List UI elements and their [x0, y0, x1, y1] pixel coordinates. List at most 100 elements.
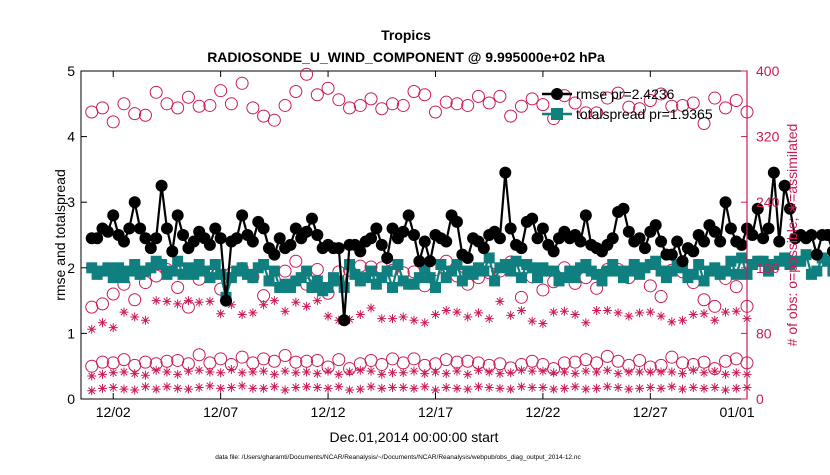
obs-assimilated-point	[345, 367, 355, 377]
obs-possible-point	[600, 349, 614, 363]
rmse-point	[547, 245, 560, 258]
obs-assimilated-point	[441, 369, 451, 379]
obs-assimilated-point	[173, 369, 183, 379]
obs-assimilated-point	[527, 383, 537, 393]
obs-assimilated-point	[559, 306, 569, 316]
obs-assimilated-point	[151, 384, 161, 394]
obs-possible-point	[461, 98, 475, 112]
rmse-point	[246, 235, 259, 248]
totalspread-point	[177, 268, 189, 280]
obs-assimilated-point	[527, 316, 537, 326]
rmse-point	[450, 215, 463, 228]
y-tick-label-left: 5	[67, 63, 75, 79]
rmse-point	[773, 235, 786, 248]
obs-possible-point	[375, 102, 389, 116]
obs-assimilated-point	[430, 310, 440, 320]
obs-assimilated-point	[205, 296, 215, 306]
y-tick-label-right: 80	[756, 325, 772, 341]
obs-possible-point	[708, 91, 722, 105]
rmse-point	[461, 251, 474, 264]
totalspread-point	[193, 259, 205, 271]
rmse-point	[757, 232, 770, 245]
rmse-point	[413, 255, 426, 268]
totalspread-point	[478, 265, 490, 277]
legend-totalspread-label: totalspread pr=1.9365	[576, 106, 713, 122]
obs-possible-point	[95, 297, 109, 311]
obs-assimilated-point	[237, 310, 247, 320]
obs-possible-point	[214, 352, 228, 366]
totalspread-point	[247, 272, 259, 284]
obs-assimilated-point	[259, 383, 269, 393]
totalspread-point	[526, 262, 538, 274]
obs-assimilated-point	[710, 383, 720, 393]
obs-assimilated-point	[312, 383, 322, 393]
legend-rmse-label: rmse pr=2.4236	[576, 86, 675, 102]
obs-possible-point	[514, 290, 528, 304]
obs-assimilated-point	[355, 384, 365, 394]
obs-assimilated-point	[484, 314, 494, 324]
obs-possible-point	[482, 96, 496, 110]
totalspread-point	[338, 281, 350, 293]
obs-assimilated-point	[506, 368, 516, 378]
obs-assimilated-point	[430, 367, 440, 377]
obs-possible-point	[192, 99, 206, 113]
obs-possible-point	[439, 95, 453, 109]
obs-possible-point	[117, 97, 131, 111]
totalspread-point	[268, 265, 280, 277]
obs-assimilated-point	[678, 315, 688, 325]
rmse-point	[477, 242, 490, 255]
y-axis-label-left: rmse and totalspread	[52, 169, 68, 301]
obs-assimilated-point	[699, 368, 709, 378]
rmse-point	[676, 255, 689, 268]
obs-possible-point	[171, 280, 185, 294]
totalspread-point	[548, 265, 560, 277]
obs-assimilated-point	[398, 383, 408, 393]
obs-possible-point	[611, 86, 625, 100]
totalspread-point	[209, 259, 221, 271]
obs-assimilated-point	[248, 367, 258, 377]
obs-assimilated-point	[699, 309, 709, 319]
obs-assimilated-point	[635, 383, 645, 393]
obs-possible-point	[493, 89, 507, 103]
rmse-point	[778, 179, 791, 192]
obs-assimilated-point	[613, 308, 623, 318]
rmse-point	[762, 222, 775, 235]
totalspread-point	[263, 275, 275, 287]
totalspread-point	[301, 265, 313, 277]
totalspread-point	[467, 268, 479, 280]
obs-assimilated-point	[721, 369, 731, 379]
obs-assimilated-point	[119, 307, 129, 317]
obs-possible-point	[418, 88, 432, 102]
obs-assimilated-point	[463, 384, 473, 394]
obs-assimilated-point	[216, 309, 226, 319]
totalspread-point	[311, 275, 323, 287]
rmse-point	[220, 294, 233, 307]
totalspread-point	[236, 262, 248, 274]
x-tick-label: 12/02	[96, 404, 131, 420]
totalspread-point	[284, 281, 296, 293]
obs-assimilated-point	[645, 307, 655, 317]
totalspread-point	[811, 265, 823, 277]
obs-possible-point	[257, 352, 271, 366]
obs-assimilated-point	[119, 367, 129, 377]
totalspread-point	[381, 265, 393, 277]
totalspread-point	[365, 265, 377, 277]
obs-assimilated-point	[366, 303, 376, 313]
obs-assimilated-point	[699, 383, 709, 393]
rmse-point	[767, 166, 780, 179]
obs-possible-point	[289, 85, 303, 98]
obs-assimilated-point	[570, 382, 580, 392]
obs-possible-point	[654, 290, 668, 303]
obs-assimilated-point	[323, 311, 333, 321]
rmse-point	[268, 248, 281, 261]
obs-assimilated-point	[323, 383, 333, 393]
obs-assimilated-point	[269, 382, 279, 392]
rmse-point	[273, 232, 286, 245]
obs-assimilated-point	[731, 383, 741, 393]
rmse-point	[257, 222, 270, 235]
rmse-point	[375, 238, 388, 251]
obs-possible-point	[590, 106, 604, 120]
x-tick-label: 12/12	[311, 404, 346, 420]
rmse-point	[504, 222, 517, 235]
